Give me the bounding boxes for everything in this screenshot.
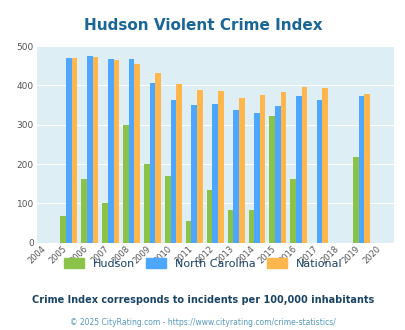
- Bar: [227, 210, 233, 243]
- Bar: [81, 179, 87, 243]
- Bar: [274, 106, 280, 243]
- Bar: [164, 176, 170, 243]
- Bar: [170, 100, 176, 243]
- Bar: [134, 64, 140, 243]
- Bar: [352, 157, 358, 243]
- Bar: [60, 216, 66, 243]
- Bar: [191, 105, 196, 243]
- Bar: [155, 73, 160, 243]
- Bar: [176, 83, 181, 243]
- Bar: [301, 87, 307, 243]
- Bar: [280, 92, 286, 243]
- Bar: [290, 179, 295, 243]
- Text: Crime Index corresponds to incidents per 100,000 inhabitants: Crime Index corresponds to incidents per…: [32, 295, 373, 305]
- Bar: [185, 221, 191, 243]
- Bar: [113, 59, 119, 243]
- Text: Hudson Violent Crime Index: Hudson Violent Crime Index: [83, 18, 322, 33]
- Bar: [123, 125, 128, 243]
- Bar: [233, 110, 238, 243]
- Bar: [212, 104, 217, 243]
- Bar: [238, 98, 244, 243]
- Bar: [196, 90, 202, 243]
- Bar: [66, 58, 72, 243]
- Bar: [358, 96, 363, 243]
- Bar: [295, 96, 301, 243]
- Bar: [92, 57, 98, 243]
- Bar: [316, 100, 322, 243]
- Bar: [217, 90, 223, 243]
- Bar: [254, 113, 259, 243]
- Bar: [102, 203, 108, 243]
- Bar: [149, 83, 155, 243]
- Bar: [259, 95, 265, 243]
- Bar: [322, 88, 327, 243]
- Bar: [363, 94, 369, 243]
- Bar: [144, 164, 149, 243]
- Text: © 2025 CityRating.com - https://www.cityrating.com/crime-statistics/: © 2025 CityRating.com - https://www.city…: [70, 318, 335, 327]
- Bar: [128, 59, 134, 243]
- Bar: [108, 59, 113, 243]
- Legend: Hudson, North Carolina, National: Hudson, North Carolina, National: [59, 254, 346, 273]
- Bar: [87, 56, 92, 243]
- Bar: [269, 116, 274, 243]
- Bar: [248, 210, 254, 243]
- Bar: [72, 58, 77, 243]
- Bar: [206, 189, 212, 243]
